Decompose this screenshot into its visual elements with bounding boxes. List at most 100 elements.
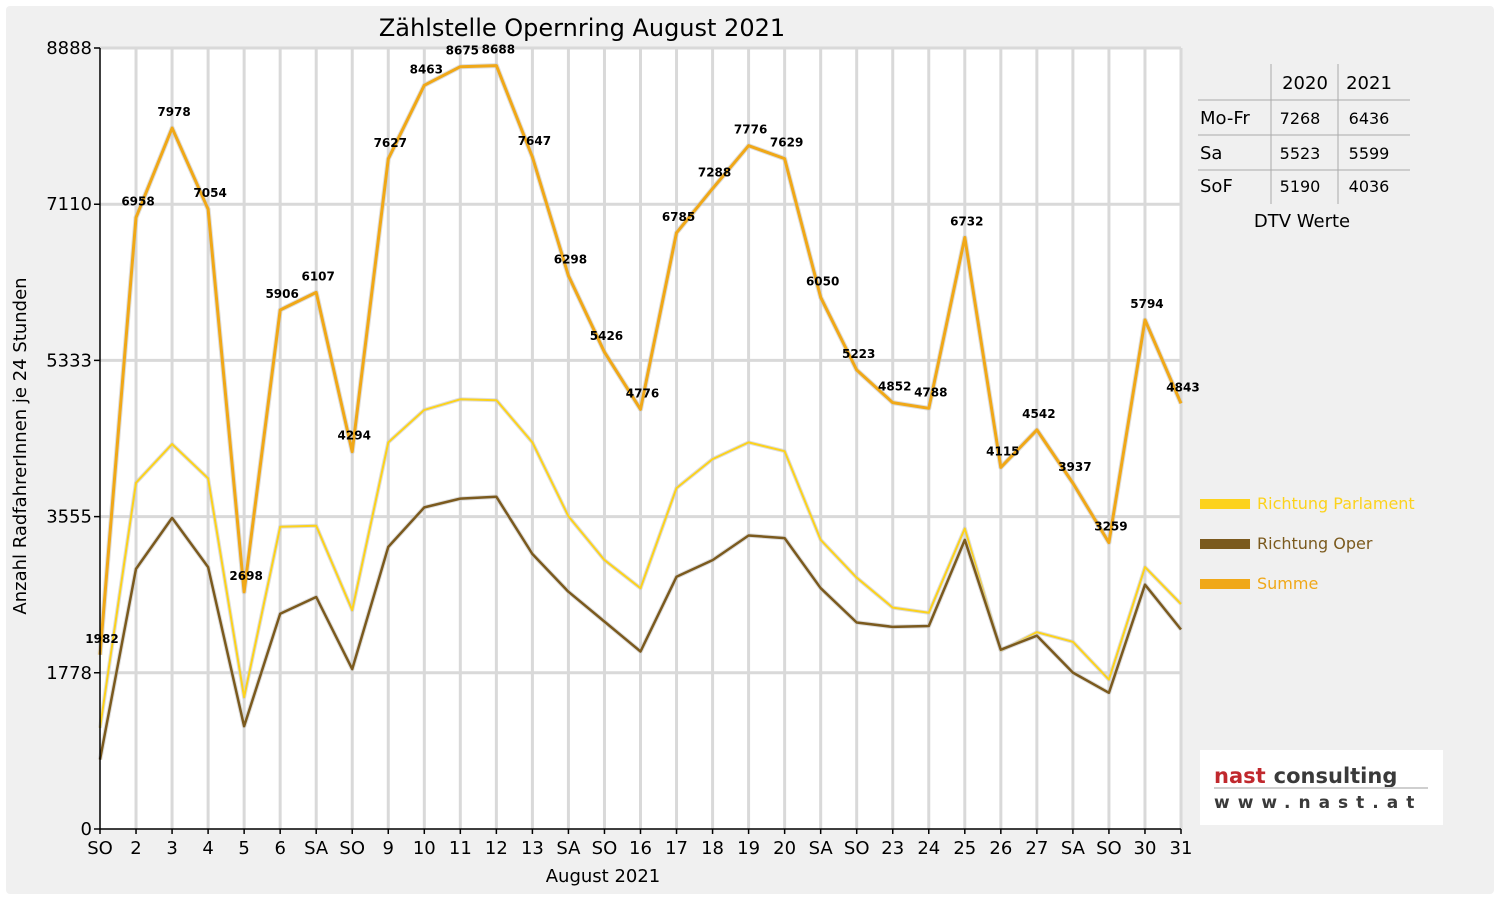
data-label: 4776 — [626, 386, 659, 400]
data-label: 6732 — [950, 214, 983, 228]
dtv-row-label: SoF — [1200, 176, 1233, 197]
data-label: 8688 — [482, 43, 515, 57]
y-tick-label: 0 — [81, 819, 92, 840]
x-tick-label: SA — [556, 838, 581, 859]
x-tick-label: SA — [809, 838, 834, 859]
x-tick-label: 20 — [773, 838, 796, 859]
x-tick-label: 26 — [989, 838, 1012, 859]
data-label: 5906 — [265, 287, 298, 301]
data-label: 5794 — [1130, 297, 1163, 311]
dtv-cell: 5190 — [1280, 177, 1321, 196]
data-label: 1982 — [85, 632, 118, 646]
x-tick-label: SO — [592, 838, 618, 859]
y-axis-label: Anzahl RadfahrerInnen je 24 Stunden — [10, 277, 31, 614]
data-label: 6298 — [554, 253, 587, 267]
legend-swatch — [1200, 579, 1250, 589]
x-tick-label: 2 — [130, 838, 141, 859]
dtv-caption: DTV Werte — [1254, 211, 1350, 232]
dtv-table: 2020 2021 Mo-Fr 7268 6436 Sa 5523 5599 S… — [1198, 64, 1410, 232]
x-tick-label: SO — [339, 838, 365, 859]
x-tick-label: 10 — [413, 838, 436, 859]
data-label: 6050 — [806, 274, 839, 288]
data-label: 6785 — [662, 210, 695, 224]
x-tick-label: 18 — [701, 838, 724, 859]
x-tick-label: 11 — [449, 838, 472, 859]
dtv-row-label: Sa — [1200, 143, 1222, 164]
series-line-1 — [98, 495, 1182, 760]
chart-frame: 0 1778 3555 5333 7110 8888 SO 2 3 4 5 6 SA SO 9 10 11 12… — [6, 6, 1494, 894]
x-tick-label: 19 — [737, 838, 760, 859]
y-tick-label: 5333 — [46, 350, 92, 371]
legend-label: Richtung Parlament — [1257, 494, 1415, 513]
data-label: 7978 — [157, 105, 190, 119]
x-tick-label: 6 — [274, 838, 285, 859]
chart-title: Zählstelle Opernring August 2021 — [379, 14, 785, 42]
x-tick-label: SA — [304, 838, 329, 859]
data-label: 4115 — [986, 444, 1019, 458]
data-label: 7629 — [770, 136, 803, 150]
data-label: 3937 — [1058, 460, 1091, 474]
y-tick-label: 1778 — [46, 663, 92, 684]
x-tick-label: SA — [1061, 838, 1086, 859]
x-tick-label: 3 — [166, 838, 177, 859]
logo-text: nast consulting — [1214, 764, 1397, 788]
x-tick-label: 5 — [238, 838, 249, 859]
data-label: 2698 — [229, 569, 262, 583]
logo-word-consulting: consulting — [1274, 764, 1398, 788]
data-label: 7054 — [193, 186, 226, 200]
x-tick-label: 24 — [917, 838, 940, 859]
x-tick-label: 17 — [665, 838, 688, 859]
y-tick-label: 3555 — [46, 507, 92, 528]
data-label: 7647 — [518, 134, 551, 148]
logo: nast consulting www.nast.at — [1200, 750, 1443, 825]
x-tick-label: 16 — [629, 838, 652, 859]
legend: Richtung Parlament Richtung Oper Summe — [1200, 494, 1415, 593]
x-tick-label: 25 — [953, 838, 976, 859]
data-label: 4852 — [878, 380, 911, 394]
x-tick-label: SO — [844, 838, 870, 859]
legend-swatch — [1200, 499, 1250, 509]
data-label: 8675 — [446, 44, 479, 58]
x-tick-label: 13 — [521, 838, 544, 859]
data-label: 7776 — [734, 123, 767, 137]
data-label: 3259 — [1094, 520, 1127, 534]
x-tick-label: 12 — [485, 838, 508, 859]
x-tick-label: 23 — [881, 838, 904, 859]
logo-url: www.nast.at — [1214, 793, 1422, 813]
dtv-cell: 5599 — [1349, 144, 1390, 163]
x-tick-label: SO — [87, 838, 113, 859]
data-label: 5426 — [590, 329, 623, 343]
x-tick-label: 9 — [383, 838, 394, 859]
x-axis-label: August 2021 — [546, 866, 661, 887]
dtv-cell: 7268 — [1280, 109, 1321, 128]
legend-swatch — [1200, 539, 1250, 549]
data-label: 6107 — [301, 269, 334, 283]
data-label: 4843 — [1166, 380, 1199, 394]
y-tick-label: 7110 — [46, 194, 92, 215]
x-tick-label: 30 — [1134, 838, 1157, 859]
x-tick-label: SO — [1096, 838, 1122, 859]
data-label: 8463 — [410, 62, 443, 76]
dtv-header-2021: 2021 — [1346, 73, 1392, 94]
dtv-row-label: Mo-Fr — [1200, 108, 1250, 129]
dtv-cell: 6436 — [1349, 109, 1390, 128]
x-tick-label: 31 — [1170, 838, 1193, 859]
x-tick-label: 27 — [1025, 838, 1048, 859]
data-label: 5223 — [842, 347, 875, 361]
data-label: 4542 — [1022, 407, 1055, 421]
dtv-header-2020: 2020 — [1282, 73, 1328, 94]
dtv-cell: 5523 — [1280, 144, 1321, 163]
x-tick-label: 4 — [202, 838, 213, 859]
data-label: 7627 — [374, 136, 407, 150]
logo-word-nast: nast — [1214, 764, 1266, 788]
series-line-2 — [98, 64, 1183, 655]
data-label: 7288 — [698, 166, 731, 180]
data-label: 6958 — [121, 195, 154, 209]
legend-label: Richtung Oper — [1257, 534, 1373, 553]
dtv-cell: 4036 — [1349, 177, 1390, 196]
data-label: 4788 — [914, 385, 947, 399]
legend-label: Summe — [1257, 574, 1318, 593]
y-tick-label: 8888 — [46, 38, 92, 59]
data-label: 4294 — [338, 429, 371, 443]
